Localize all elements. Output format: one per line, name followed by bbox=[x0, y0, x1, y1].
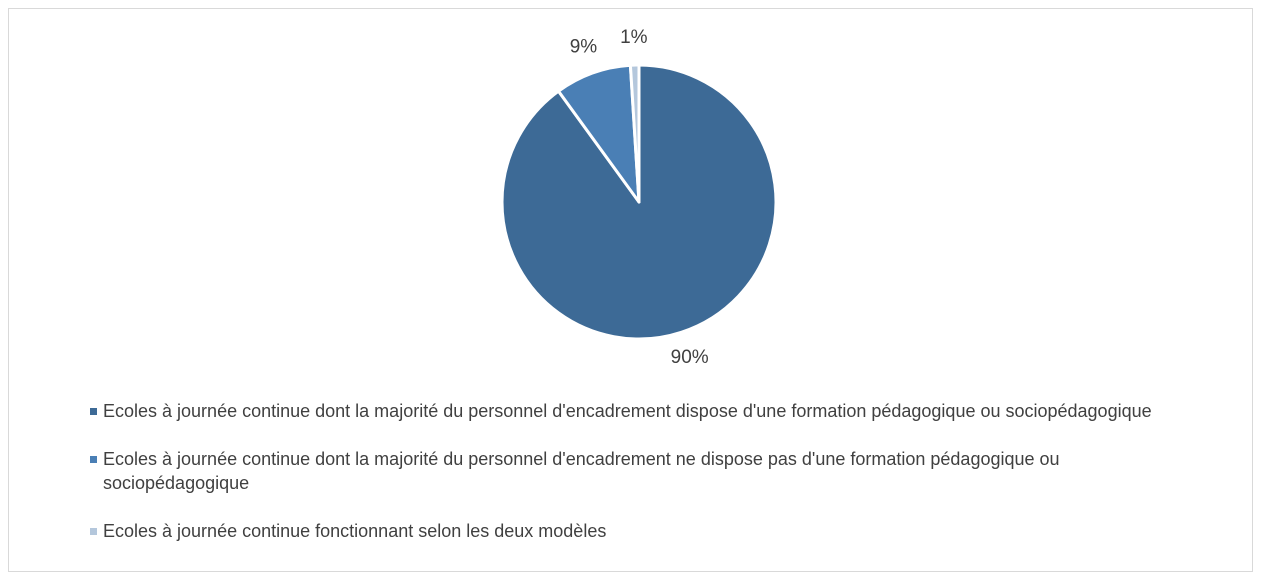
legend-item: Ecoles à journée continue fonctionnant s… bbox=[90, 519, 1200, 543]
legend-item: Ecoles à journée continue dont la majori… bbox=[90, 399, 1200, 423]
chart-border bbox=[8, 8, 1253, 572]
data-label: 9% bbox=[570, 37, 598, 58]
legend-swatch bbox=[90, 528, 97, 535]
data-label: 90% bbox=[671, 347, 709, 368]
legend-label: Ecoles à journée continue fonctionnant s… bbox=[103, 521, 607, 541]
legend-label: Ecoles à journée continue dont la majori… bbox=[103, 401, 1152, 421]
legend-item: Ecoles à journée continue dont la majori… bbox=[90, 447, 1200, 495]
legend: Ecoles à journée continue dont la majori… bbox=[90, 399, 1200, 567]
pie-slice bbox=[628, 63, 641, 204]
data-label: 1% bbox=[620, 27, 648, 48]
legend-swatch bbox=[90, 408, 97, 415]
legend-label: Ecoles à journée continue dont la majori… bbox=[103, 449, 1060, 493]
legend-swatch bbox=[90, 456, 97, 463]
